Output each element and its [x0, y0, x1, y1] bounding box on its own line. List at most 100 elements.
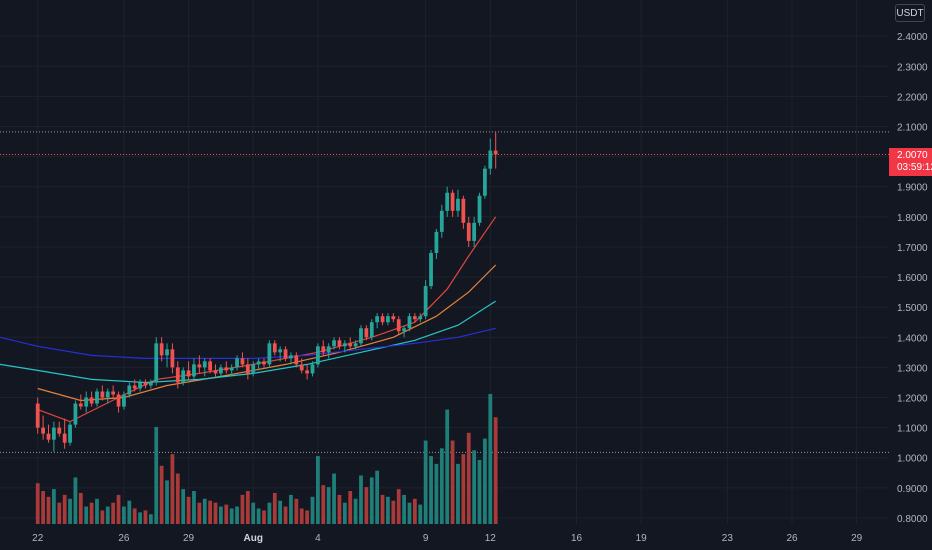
volume-bar	[105, 506, 110, 524]
time-tick-label: 12	[485, 533, 497, 544]
volume-bar	[294, 498, 299, 524]
candle-body	[100, 391, 105, 398]
candle-body	[165, 349, 169, 356]
candle-body	[245, 364, 250, 374]
volume-bar	[57, 502, 62, 524]
volume-bar	[375, 470, 380, 524]
volume-bar	[95, 498, 99, 524]
candle-body	[46, 433, 51, 440]
price-tick-label: 1.2000	[897, 394, 928, 405]
volume-bar	[256, 508, 261, 524]
price-tick-label: 1.4000	[897, 333, 928, 344]
time-axis[interactable]: 22 26 29 Aug 4 9 12 16 19 23 26 29	[32, 533, 863, 544]
candle-body	[429, 252, 433, 287]
volume-bar	[483, 438, 487, 524]
candle-body	[84, 397, 89, 407]
time-tick-label: 26	[118, 533, 130, 544]
candle-body	[348, 343, 353, 347]
price-tick-label: 1.8000	[897, 213, 928, 224]
grid	[0, 0, 889, 524]
currency-selector[interactable]: USDT	[895, 4, 925, 22]
candle-body	[477, 195, 482, 223]
candle-body	[35, 403, 40, 428]
volume-bar	[208, 500, 213, 524]
price-tick-label: 1.9000	[897, 183, 928, 194]
volume-bar	[143, 510, 148, 524]
candle-body	[181, 370, 186, 383]
volume-bar	[289, 494, 293, 524]
candle-body	[483, 168, 487, 196]
price-tick-label: 0.8000	[897, 514, 928, 525]
price-tick-label: 1.6000	[897, 273, 928, 284]
price-axis[interactable]: 2.40002.30002.20002.10002.00001.90001.80…	[897, 32, 928, 525]
candle-body	[143, 382, 148, 386]
volume-bar	[299, 508, 304, 524]
price-tick-label: 2.1000	[897, 122, 928, 133]
candle-body	[439, 210, 444, 232]
volume-bar	[186, 496, 191, 524]
volume-bar	[439, 448, 444, 524]
volume-bar	[450, 440, 455, 524]
volume-bar	[68, 498, 72, 524]
candle-body	[148, 382, 153, 386]
candle-body	[213, 370, 218, 374]
candle-body	[219, 367, 223, 374]
volume-bar	[78, 492, 83, 524]
time-tick-label: 29	[851, 533, 863, 544]
candle-body	[51, 427, 56, 440]
volume-bar	[240, 494, 245, 524]
time-tick-label: 29	[183, 533, 195, 544]
candle-body	[229, 367, 234, 371]
volume-bar	[245, 491, 250, 524]
candle-body	[391, 316, 396, 320]
candle-body	[73, 403, 78, 425]
volume-bar	[73, 477, 78, 524]
volume-bar	[100, 510, 105, 524]
candle-body	[337, 340, 342, 347]
candle-body	[122, 394, 126, 407]
volume-bar	[353, 498, 358, 524]
last-price-label: 2.0070 03:59:12	[889, 148, 932, 176]
candle-body	[78, 403, 83, 407]
volume-bar	[342, 502, 347, 524]
volume-bar	[181, 489, 186, 524]
horizontal-lines	[0, 131, 889, 453]
candle-body	[396, 319, 401, 332]
candle-body	[423, 286, 428, 317]
volume-bar	[138, 512, 142, 524]
volume-bar	[337, 494, 342, 524]
time-tick-label: Aug	[244, 533, 263, 544]
candle-body	[170, 349, 175, 368]
candle-body	[175, 367, 180, 383]
candle-body	[315, 346, 320, 365]
volume-bar	[477, 459, 482, 524]
volume-bar	[175, 473, 180, 524]
candle-body	[41, 427, 45, 434]
volume-bar	[159, 465, 164, 524]
candle-body	[111, 391, 116, 395]
volume-bar	[332, 473, 336, 524]
candle-body	[208, 361, 213, 371]
candles	[35, 132, 498, 452]
volume-bar	[51, 489, 56, 524]
moving-average-line	[0, 327, 496, 359]
volume-bar	[321, 485, 326, 524]
candle-body	[235, 358, 239, 368]
volume-bar	[116, 494, 121, 524]
candle-body	[105, 391, 110, 398]
time-tick-label: 23	[722, 533, 734, 544]
volume-bar	[251, 502, 256, 524]
candle-body	[192, 364, 196, 377]
volume-bar	[213, 502, 218, 524]
candle-body	[364, 328, 369, 338]
candle-body	[57, 427, 62, 434]
candle-body	[272, 343, 277, 353]
time-tick-label: 19	[636, 533, 648, 544]
candle-body	[332, 340, 336, 347]
volume-bar	[348, 491, 353, 524]
candle-body	[289, 355, 293, 359]
volume-bar	[267, 502, 272, 524]
volume-bar	[305, 510, 309, 524]
volume-bar	[235, 506, 239, 524]
